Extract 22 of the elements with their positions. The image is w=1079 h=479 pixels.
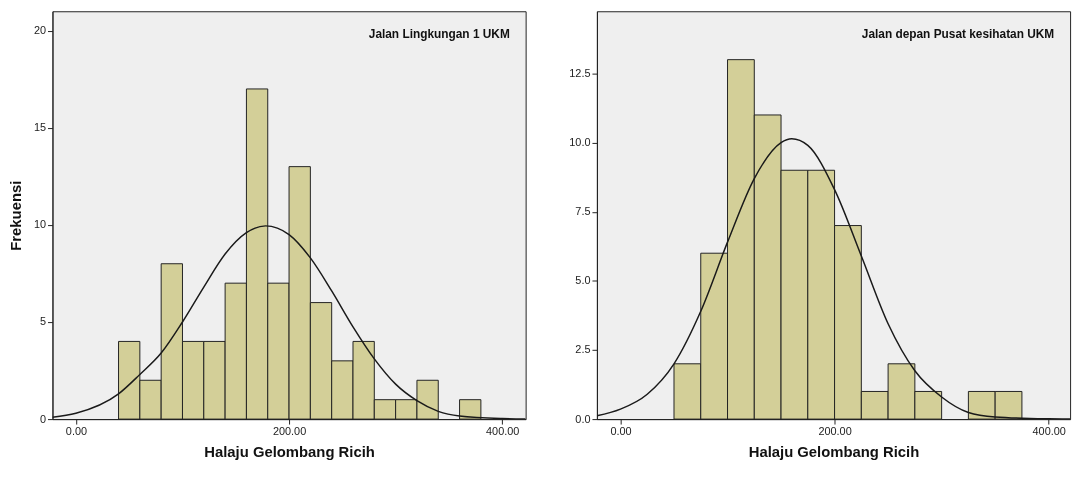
x-tick-label: 0.00	[65, 425, 87, 438]
x-tick-label: 400.00	[1032, 425, 1066, 438]
y-tick-label: 2.5	[575, 343, 591, 356]
y-tick-label: 15	[33, 121, 47, 134]
y-tick-label: 20	[33, 24, 47, 37]
x-tick-label: 400.00	[486, 425, 520, 438]
text: Jalan Lingkungan 1 UKM	[368, 26, 510, 41]
x-axis-title: Halaju Gelombang Ricih	[748, 444, 920, 461]
x-tick-label: 200.00	[818, 425, 852, 438]
y-tick-label: 5	[39, 315, 47, 328]
x-axis-title: Halaju Gelombang Ricih	[204, 444, 375, 461]
y-axis-title: Frekuensi	[8, 180, 25, 251]
y-tick-label: 5.0	[575, 274, 591, 287]
y-tick-label: 0.0	[575, 412, 591, 425]
text: Jalan depan Pusat kesihatan UKM	[861, 26, 1055, 41]
y-tick-label: 10.0	[569, 136, 591, 149]
y-tick-label: 10	[33, 218, 47, 231]
y-tick-label: 0	[39, 412, 47, 425]
y-tick-label: 12.5	[569, 66, 591, 79]
y-tick-label: 7.5	[575, 205, 591, 218]
x-tick-label: 0.00	[610, 425, 632, 438]
x-tick-label: 200.00	[272, 425, 307, 438]
